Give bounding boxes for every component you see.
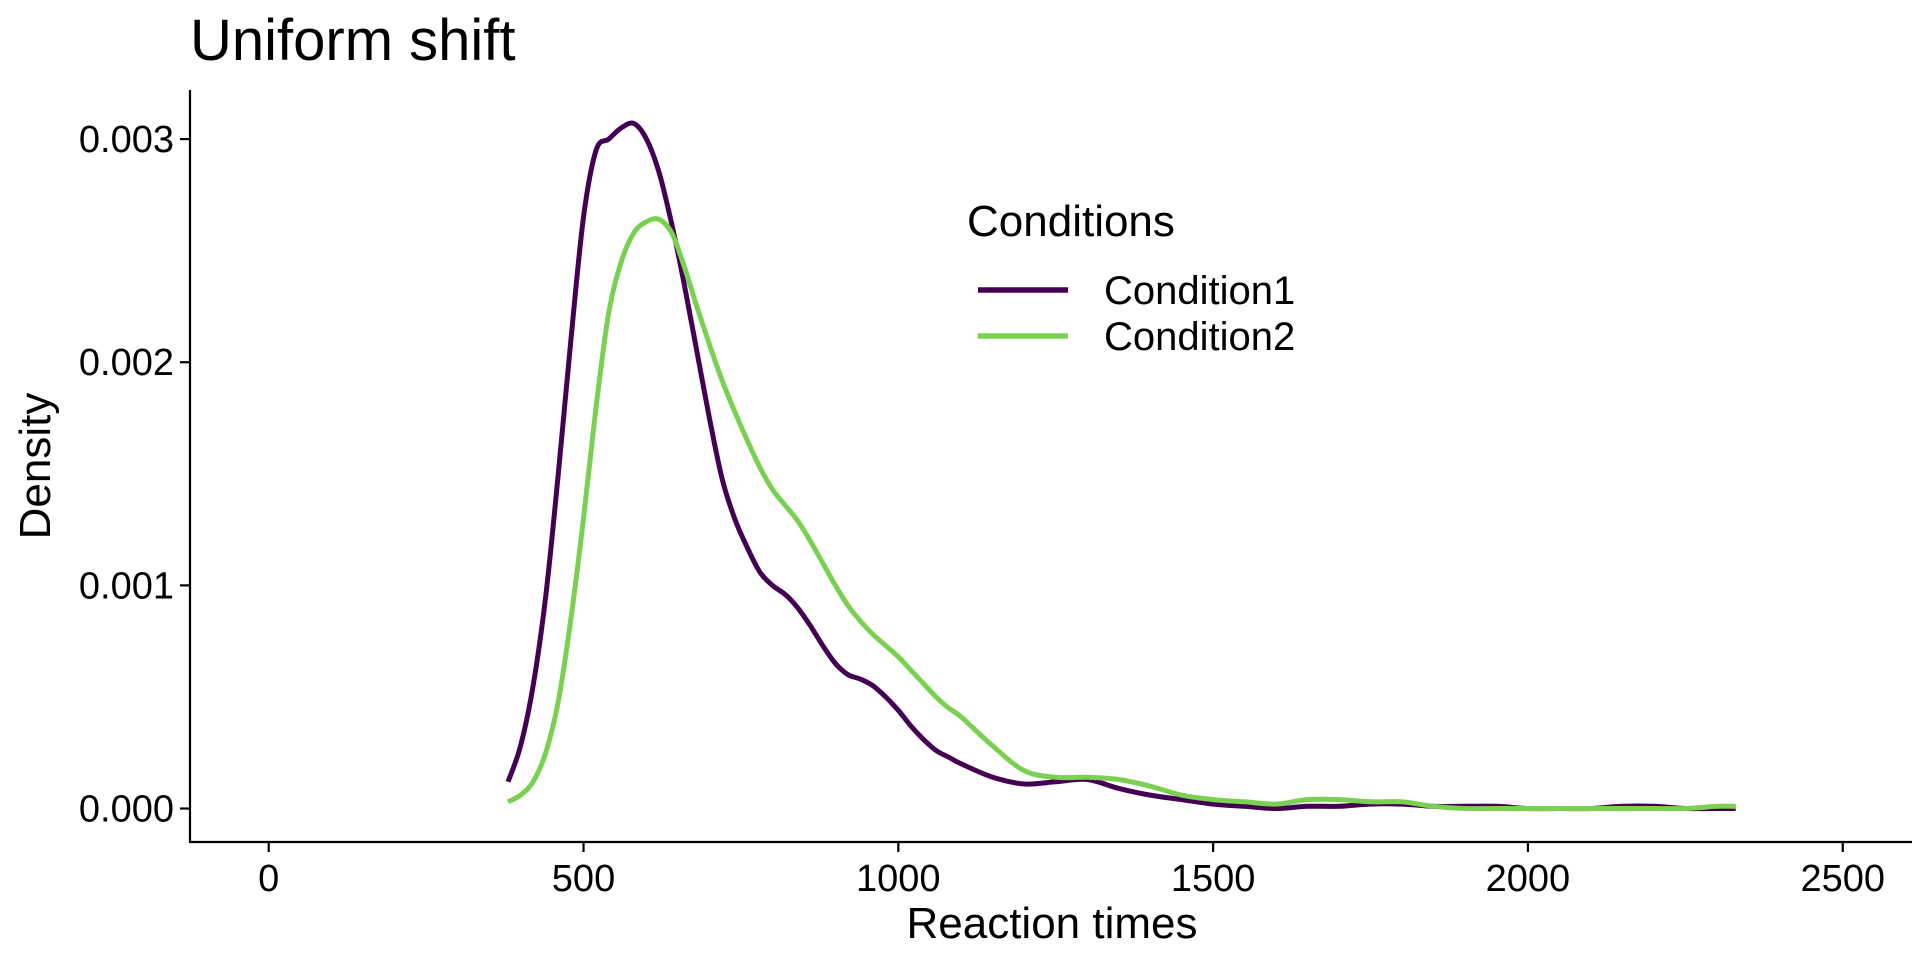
chart-title: Uniform shift (190, 8, 516, 73)
legend-label-condition2: Condition2 (1104, 315, 1295, 359)
x-tick-label-0: 0 (258, 858, 279, 900)
x-tick-label-1000: 1000 (856, 858, 941, 900)
x-tick-label-500: 500 (552, 858, 615, 900)
legend-title: Conditions (967, 197, 1175, 246)
plot-area (505, 120, 1736, 812)
legend-item-condition2: Condition2 (978, 315, 1295, 359)
x-axis-ticks: 0 500 1000 1500 2000 2500 (258, 842, 1885, 900)
legend-label-condition1: Condition1 (1104, 269, 1295, 313)
y-tick-label-0-003: 0.003 (79, 119, 174, 161)
x-tick-label-2500: 2500 (1800, 858, 1885, 900)
y-tick-label-0-002: 0.002 (79, 342, 174, 384)
series-line-condition2 (506, 216, 1736, 812)
series-layer (505, 120, 1736, 812)
legend-item-condition1: Condition1 (978, 269, 1295, 313)
x-tick-label-1500: 1500 (1171, 858, 1256, 900)
legend: Conditions Condition1 Condition2 (967, 197, 1295, 359)
y-axis-ticks: 0.000 0.001 0.002 0.003 (79, 119, 190, 831)
y-tick-label-0-000: 0.000 (79, 789, 174, 831)
x-axis-label: Reaction times (906, 899, 1197, 948)
y-tick-label-0-001: 0.001 (79, 565, 174, 607)
x-tick-label-2000: 2000 (1486, 858, 1571, 900)
y-axis-label: Density (11, 393, 60, 540)
